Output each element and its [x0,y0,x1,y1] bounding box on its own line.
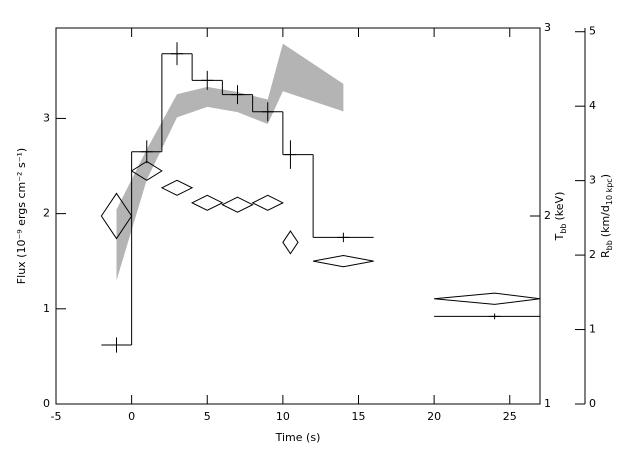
r-tick-label: 3 [589,174,596,187]
r-axis-label: Rbb (km/d10 kpc) [599,174,614,258]
r-tick-label: 2 [589,248,596,261]
t-sub: bb [559,223,568,233]
y-tick-label: 2 [43,207,50,220]
t-axis-label: Tbb (keV) [553,192,568,242]
temperature-diamond [434,292,541,305]
temperature-diamond [191,194,224,211]
y-axis-label: Flux (10⁻⁹ ergs cm⁻² s⁻¹) [15,148,28,284]
x-tick-label: 15 [352,410,366,423]
temperature-diamond [251,194,284,211]
x-axis-label: Time (s) [275,431,321,444]
r-symbol: R [599,250,612,258]
y-tick-label: 0 [43,397,50,410]
r-tick-label: 1 [589,323,596,336]
r-tick-label: 0 [589,397,596,410]
temperature-diamond [221,196,254,213]
y-tick-label: 1 [43,302,50,315]
temperature-diamond [160,179,194,196]
t-symbol: T [553,233,566,241]
t-tick-label: 2 [544,209,551,222]
y-tick-label: 3 [43,111,50,124]
x-tick-label: 0 [128,410,135,423]
x-tick-label: 25 [503,410,517,423]
x-tick-label: 20 [427,410,441,423]
t-unit: (keV) [553,192,566,221]
x-tick-label: -5 [51,410,62,423]
t-tick-label: 1 [544,397,551,410]
x-tick-label: 5 [204,410,211,423]
r-tick-label: 5 [589,25,596,38]
t-tick-label: 3 [544,21,551,34]
x-tick-label: 10 [276,410,290,423]
temperature-diamond [130,160,163,181]
r-tick-label: 4 [589,99,596,112]
temperature-diamond [100,192,133,240]
r-unit: (km/d [599,205,612,237]
r-unit-sub: 10 kpc [605,178,614,205]
r-sub: bb [605,240,614,250]
r-close: ) [599,174,612,178]
temperature-diamond [282,230,299,255]
temperature-diamond [313,254,374,268]
radius-band [116,43,344,281]
